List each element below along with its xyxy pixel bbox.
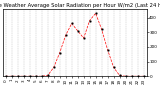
Title: Milwaukee Weather Average Solar Radiation per Hour W/m2 (Last 24 Hours): Milwaukee Weather Average Solar Radiatio… (0, 3, 160, 8)
